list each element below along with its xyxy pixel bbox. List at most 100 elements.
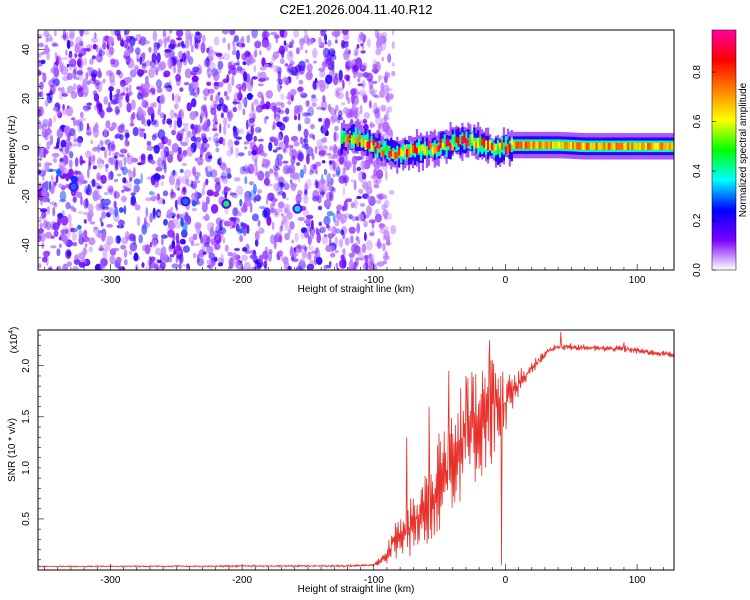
- spectrogram-noise-cell: [143, 82, 151, 90]
- spectrogram-noise-cell: [182, 122, 190, 127]
- spectrogram-noise-cell: [240, 206, 248, 213]
- spectrogram-noise-cell: [272, 105, 278, 113]
- spectrogram-noise-cell: [223, 220, 231, 227]
- spectrogram-noise-cell: [129, 36, 136, 47]
- spectrogram-noise-cell: [385, 88, 393, 92]
- spectrogram-noise-cell: [331, 154, 338, 159]
- spectrogram-noise-cell: [134, 47, 141, 55]
- spectrogram-noise-cell: [128, 91, 133, 96]
- spectrogram-signal-cell: [506, 144, 509, 155]
- spectrogram-noise-cell: [243, 141, 248, 145]
- spectrogram-noise-cell: [108, 86, 114, 92]
- spectrogram-noise-cell: [164, 38, 167, 49]
- spectrogram-signal-cell: [516, 141, 519, 149]
- snr-panel: -300 -200 -100 0 100 0.5 1.0 1.5 2.0 Height of …: [7, 327, 675, 595]
- colorbar-tick-label: 0.6: [692, 114, 703, 128]
- spectrogram-signal-cell: [364, 134, 367, 145]
- spectrogram-noise-cell: [152, 110, 156, 120]
- spectrogram-noise-cell: [295, 193, 302, 204]
- spectrogram-noise-cell: [80, 195, 83, 206]
- spectrogram-noise-cell: [52, 106, 58, 112]
- spectrogram-noise-cell: [220, 175, 227, 179]
- spectrogram-noise-cell: [99, 216, 103, 223]
- spectrogram-signal-cell: [544, 141, 547, 149]
- spectrogram-noise-cell: [150, 160, 156, 165]
- spectrogram-noise-cell: [267, 251, 273, 262]
- spectrogram-noise-cell: [238, 86, 242, 94]
- spectrogram-signal-cell: [639, 142, 642, 150]
- spectrogram-noise-cell: [275, 37, 279, 44]
- snr-y-ticks: 0.5 1.0 1.5 2.0: [21, 334, 44, 561]
- spectrogram-noise-cell: [291, 239, 294, 244]
- spectrogram-noise-cell: [184, 169, 192, 178]
- spectrogram-signal-cell: [568, 142, 571, 150]
- spectrogram-noise-cell: [227, 42, 231, 51]
- spectrogram-noise-cell: [77, 210, 84, 215]
- spectrogram-noise-cell: [241, 82, 247, 92]
- spectrogram-signal-cell: [514, 141, 517, 149]
- spectrogram-noise-cell: [303, 138, 307, 143]
- spectrogram-noise-cell: [213, 81, 220, 87]
- spectrogram-noise-cell: [326, 211, 334, 217]
- spectrogram-noise-cell: [66, 39, 71, 49]
- spectrogram-signal-cell: [429, 142, 432, 149]
- spectrogram-noise-cell: [298, 65, 305, 75]
- spectrogram-signal-cell: [502, 142, 505, 151]
- spectrogram-signal-cell: [396, 152, 399, 159]
- spectrogram-noise-cell: [207, 88, 215, 94]
- spectrogram-noise-cell: [214, 137, 220, 148]
- spectrogram-noise-cell: [203, 58, 211, 68]
- spectrogram-noise-cell: [100, 232, 106, 242]
- spectrogram-noise-cell: [273, 34, 280, 39]
- spectrogram-noise-cell: [237, 210, 241, 217]
- spectrogram-noise-cell: [78, 178, 83, 186]
- spectrogram-noise-cell: [391, 41, 395, 50]
- spectrogram-noise-cell: [40, 89, 44, 100]
- spectrogram-noise-cell: [258, 227, 265, 235]
- spectrogram-noise-cell: [90, 139, 93, 145]
- spectrogram-noise-cell: [368, 262, 376, 270]
- spectrogram-noise-cell: [84, 57, 87, 66]
- spectrogram-noise-cell: [345, 65, 351, 69]
- spectrogram-noise-cell: [303, 193, 309, 204]
- spectrogram-noise-cell: [152, 145, 160, 149]
- spectrogram-noise-cell: [284, 142, 289, 149]
- spectrogram-noise-cell: [109, 71, 113, 78]
- spectrogram-noise-cell: [218, 56, 224, 60]
- spectrogram-noise-cell: [45, 251, 51, 256]
- spectrogram-signal-cell: [647, 142, 650, 150]
- spectrogram-noise-cell: [181, 128, 185, 132]
- spectrogram-noise-cell: [258, 143, 264, 152]
- spectrogram-noise-cell: [114, 237, 118, 245]
- spectrogram-noise-cell: [213, 230, 219, 239]
- spectrogram-noise-cell: [110, 30, 116, 36]
- spectrogram-noise-cell: [357, 213, 364, 222]
- spectrogram-noise-cell: [275, 101, 283, 107]
- spectrogram-noise-cell: [271, 221, 275, 231]
- spectrogram-noise-cell: [156, 157, 163, 168]
- spectrogram-noise-cell: [61, 57, 69, 61]
- spectrogram-noise-cell: [88, 155, 92, 166]
- spectrogram-noise-cell: [243, 228, 247, 237]
- spectrogram-signal-cell: [651, 142, 654, 150]
- spectrogram-noise-cell: [230, 191, 233, 197]
- spectrogram-noise-cell: [316, 233, 322, 244]
- spectrogram-signal-cell: [459, 136, 462, 143]
- spectrogram-noise-cell: [133, 167, 136, 178]
- spectrogram-signal-cell: [613, 142, 616, 150]
- spectrogram-noise-cell: [201, 133, 207, 139]
- spectrogram-noise-cell: [176, 130, 184, 138]
- spectrogram-noise-cell: [257, 138, 264, 142]
- spectrogram-noise-cell: [284, 208, 290, 217]
- spectrogram-noise-cell: [189, 92, 196, 96]
- spectrogram-noise-cell: [86, 102, 92, 106]
- spectrogram-noise-cell: [172, 65, 177, 74]
- spectrogram-frame: [37, 29, 675, 271]
- spectrogram-noise-cell: [351, 65, 359, 75]
- spectrogram-noise-cell: [74, 52, 78, 59]
- spectrogram-noise-cell: [156, 193, 161, 201]
- spectrogram-signal-cell: [461, 136, 464, 145]
- spectrogram-noise-cell: [384, 194, 387, 200]
- spectrogram-noise-cell: [141, 69, 148, 74]
- spectrogram-noise-cell: [214, 243, 221, 250]
